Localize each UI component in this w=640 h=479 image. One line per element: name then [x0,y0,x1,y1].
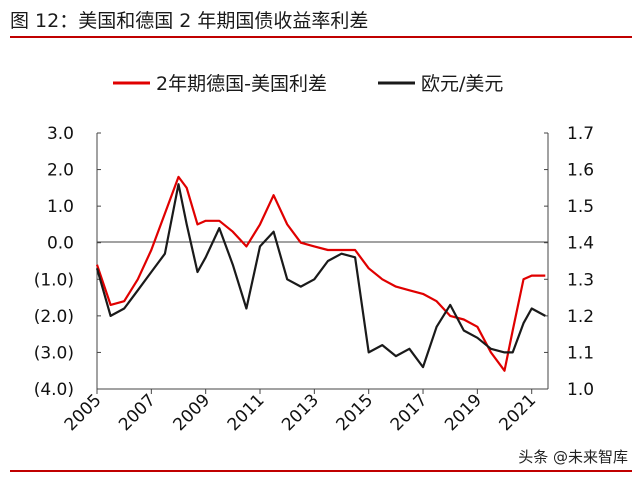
left-tick-label: 0.0 [47,234,74,254]
right-tick-label: 1.0 [567,380,594,400]
left-tick-label: (2.0) [34,307,74,327]
right-tick-labels: 1.7 1.6 1.5 1.4 1.3 1.2 1.1 1.0 [544,124,594,400]
bottom-rule [10,470,632,472]
x-tick-label: 2017 [387,390,432,435]
x-tick-label: 2013 [278,390,323,435]
left-tick-label: 3.0 [47,124,74,144]
x-tick-label: 2011 [224,390,269,435]
series-line-eurusd [95,183,546,369]
series-layer [95,175,546,372]
right-tick-label: 1.2 [567,307,594,327]
left-tick-label: (1.0) [34,270,74,290]
left-tick-labels: 3.0 2.0 1.0 0.0 (1.0) (2.0) (3.0) (4.0) [34,124,101,400]
left-tick-label: 2.0 [47,161,74,181]
right-tick-label: 1.3 [567,270,594,290]
left-tick-label: (4.0) [34,380,74,400]
title-rule [10,36,632,38]
right-tick-label: 1.6 [567,161,594,181]
right-tick-label: 1.4 [567,234,594,254]
right-tick-label: 1.7 [567,124,594,144]
left-tick-label: (3.0) [34,343,74,363]
right-tick-label: 1.1 [567,343,594,363]
legend-label-eurusd: 欧元/美元 [421,73,503,95]
series-line-spread [95,175,546,372]
x-tick-label: 2015 [332,390,377,435]
x-tick-label: 2009 [169,390,214,435]
legend-label-spread: 2年期德国-美国利差 [156,73,327,95]
right-tick-label: 1.5 [567,197,594,217]
left-tick-label: 1.0 [47,197,74,217]
x-tick-label: 2021 [495,390,540,435]
x-tick-labels: 2005 2007 2009 2011 2013 2015 2017 2019 2021 [61,389,540,435]
x-tick-label: 2007 [115,390,160,435]
watermark-text: 头条 @未来智库 [518,448,628,466]
figure-title: 图 12：美国和德国 2 年期国债收益率利差 [10,10,369,32]
x-tick-label: 2019 [441,390,486,435]
